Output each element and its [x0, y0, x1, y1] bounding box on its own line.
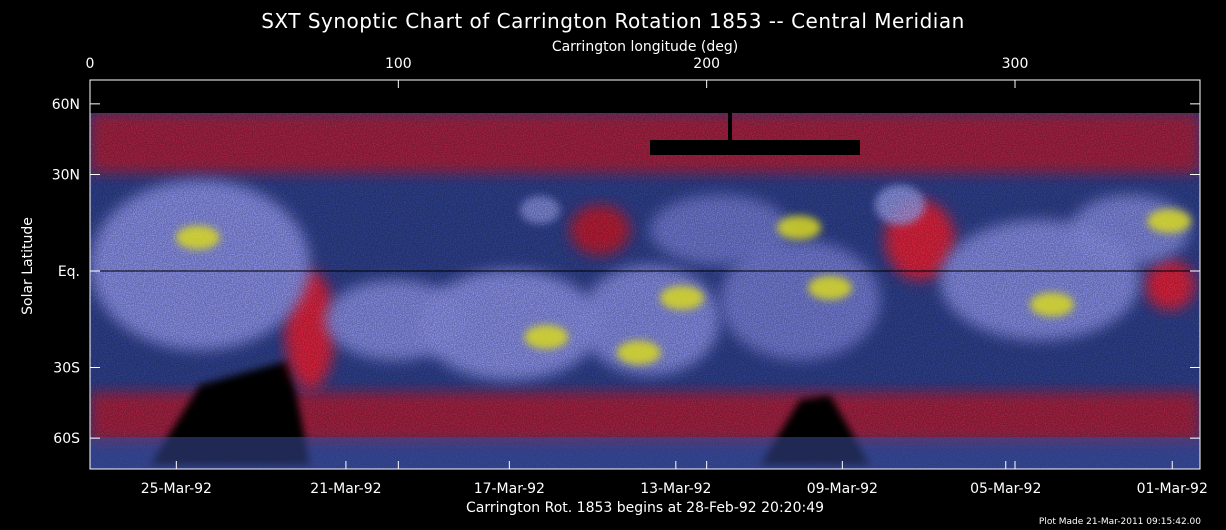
plot-credit: Plot Made 21-Mar-2011 09:15:42.00: [1039, 517, 1201, 527]
date-axis-tick-label: 09-Mar-92: [807, 481, 878, 497]
date-axis-tick-label: 21-Mar-92: [310, 481, 381, 497]
active-region: [777, 215, 822, 240]
top-axis-tick-label: 0: [86, 56, 95, 72]
active-region: [1147, 209, 1192, 234]
top-axis-tick-label: 200: [693, 56, 720, 72]
active-region: [175, 225, 220, 250]
date-axis-tick-label: 01-Mar-92: [1137, 481, 1208, 497]
date-axis-tick-label: 05-Mar-92: [970, 481, 1041, 497]
synoptic-image: [90, 113, 1200, 469]
active-region: [808, 275, 852, 300]
y-axis-tick-label: 60S: [53, 431, 80, 447]
date-axis-tick-label: 25-Mar-92: [141, 481, 212, 497]
footer-text: Carrington Rot. 1853 begins at 28-Feb-92…: [466, 500, 824, 516]
y-axis-tick-label: 60N: [52, 97, 80, 113]
active-region: [1030, 292, 1074, 317]
plot-frame: [89, 79, 1201, 470]
y-axis-label: Solar Latitude: [20, 217, 36, 315]
y-axis-tick-label: 30N: [52, 168, 80, 184]
top-axis-label: Carrington longitude (deg): [552, 39, 738, 55]
y-axis-tick-label: Eq.: [58, 264, 80, 280]
date-axis-tick-label: 17-Mar-92: [474, 481, 545, 497]
active-region: [524, 325, 569, 350]
active-region: [616, 340, 661, 365]
y-axis-tick-label: 30S: [53, 361, 80, 377]
chart-title: SXT Synoptic Chart of Carrington Rotatio…: [261, 9, 965, 33]
top-axis-tick-label: 300: [1002, 56, 1029, 72]
date-axis-tick-label: 13-Mar-92: [640, 481, 711, 497]
active-region: [660, 285, 704, 310]
top-axis-tick-label: 100: [385, 56, 412, 72]
